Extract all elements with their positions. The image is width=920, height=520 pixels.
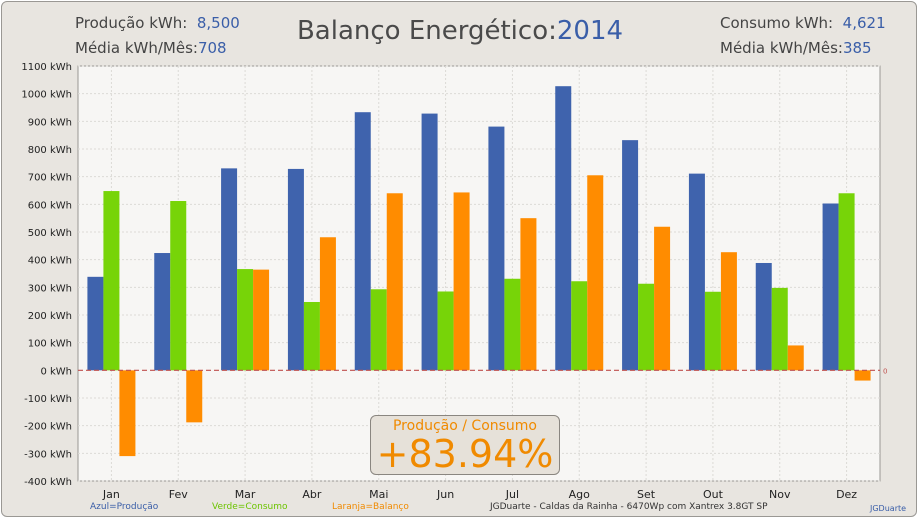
x-tick-label: Jul xyxy=(505,488,519,501)
bar-producao xyxy=(622,140,639,371)
bar-consumo xyxy=(170,201,187,371)
x-tick-label: Abr xyxy=(302,488,322,501)
bar-producao xyxy=(87,276,104,371)
bar-balanco xyxy=(587,175,604,371)
media-consumo-value: 385 xyxy=(842,39,872,57)
bar-balanco xyxy=(787,345,804,371)
bar-consumo xyxy=(237,269,254,371)
producao-label: Produção kWh: xyxy=(75,14,188,32)
x-tick-label: Ago xyxy=(569,488,591,501)
y-tick-label: -300 kWh xyxy=(24,449,72,460)
bar-balanco xyxy=(119,370,136,457)
bar-balanco xyxy=(453,192,470,371)
x-tick-label: Nov xyxy=(769,488,791,501)
y-tick-label: 900 kWh xyxy=(28,117,72,128)
chart-title: Balanço Energético:2014 xyxy=(0,16,920,46)
bar-consumo xyxy=(437,291,454,371)
x-tick-label: Set xyxy=(637,488,656,501)
x-tick-label: Jun xyxy=(436,488,454,501)
bar-producao xyxy=(755,262,772,371)
bar-consumo xyxy=(103,191,120,371)
ratio-box: Produção / Consumo +83.94% xyxy=(370,415,560,475)
bar-balanco xyxy=(253,269,270,371)
bar-producao xyxy=(154,253,171,371)
media-consumo-label: Média kWh/Mês: xyxy=(720,39,843,57)
bar-producao xyxy=(421,113,438,371)
zero-marker: 0 xyxy=(883,367,887,375)
x-tick-label: Mai xyxy=(369,488,388,501)
bar-producao xyxy=(488,126,505,371)
media-producao-label: Média kWh/Mês: xyxy=(75,39,198,57)
y-tick-label: 200 kWh xyxy=(28,311,72,322)
y-tick-label: 1100 kWh xyxy=(21,62,72,73)
y-tick-label: -200 kWh xyxy=(24,422,72,433)
bar-balanco xyxy=(386,193,403,371)
media-consumo: Média kWh/Mês:385 xyxy=(720,39,872,57)
y-tick-label: 800 kWh xyxy=(28,145,72,156)
footer-info: JGDuarte - Caldas da Rainha - 6470Wp com… xyxy=(490,502,768,512)
bar-consumo xyxy=(571,281,588,371)
consumo-label: Consumo kWh: xyxy=(720,14,834,32)
footer-credit: JGDuarte xyxy=(870,504,907,513)
bar-consumo xyxy=(771,287,788,371)
bar-balanco xyxy=(720,252,737,371)
ratio-value: +83.94% xyxy=(376,432,554,476)
y-tick-label: 0 kWh xyxy=(40,366,72,377)
bar-balanco xyxy=(186,370,203,423)
y-tick-label: 300 kWh xyxy=(28,283,72,294)
media-producao-value: 708 xyxy=(197,39,227,57)
bar-consumo xyxy=(370,289,387,371)
x-tick-label: Fev xyxy=(169,488,188,501)
bar-consumo xyxy=(638,283,655,371)
title-year: 2014 xyxy=(556,16,624,46)
y-tick-label: 1000 kWh xyxy=(21,90,72,101)
bar-producao xyxy=(287,168,304,371)
consumo-total: Consumo kWh: 4,621 xyxy=(720,14,886,32)
bar-consumo xyxy=(838,193,855,371)
bar-producao xyxy=(354,112,371,371)
x-tick-label: Out xyxy=(703,488,724,501)
x-tick-label: Jan xyxy=(102,488,120,501)
y-tick-label: 700 kWh xyxy=(28,173,72,184)
y-tick-label: -100 kWh xyxy=(24,394,72,405)
bar-consumo xyxy=(303,301,320,371)
y-tick-label: -400 kWh xyxy=(24,477,72,488)
legend-consumo: Verde=Consumo xyxy=(212,502,288,512)
bar-producao xyxy=(688,173,705,371)
title-text: Balanço Energético: xyxy=(296,16,557,46)
y-tick-label: 400 kWh xyxy=(28,256,72,267)
media-producao: Média kWh/Mês:708 xyxy=(75,39,227,57)
plot-area xyxy=(77,65,881,482)
y-tick-label: 500 kWh xyxy=(28,228,72,239)
bar-balanco xyxy=(854,370,871,381)
bar-consumo xyxy=(504,278,521,371)
consumo-value: 4,621 xyxy=(842,14,886,32)
bar-balanco xyxy=(654,226,671,371)
producao-total: Produção kWh: 8,500 xyxy=(75,14,240,32)
ratio-label: Produção / Consumo xyxy=(392,418,537,434)
legend-balanco: Laranja=Balanço xyxy=(332,502,409,512)
bar-producao xyxy=(822,203,839,371)
y-tick-label: 100 kWh xyxy=(28,339,72,350)
x-tick-label: Dez xyxy=(836,488,857,501)
y-tick-label: 600 kWh xyxy=(28,200,72,211)
bar-consumo xyxy=(704,291,721,371)
legend-producao: Azul=Produção xyxy=(90,502,159,512)
producao-value: 8,500 xyxy=(196,14,240,32)
bar-producao xyxy=(221,168,238,371)
x-tick-label: Mar xyxy=(235,488,256,501)
bar-balanco xyxy=(520,218,537,371)
bar-balanco xyxy=(319,237,336,371)
bar-producao xyxy=(555,86,572,371)
